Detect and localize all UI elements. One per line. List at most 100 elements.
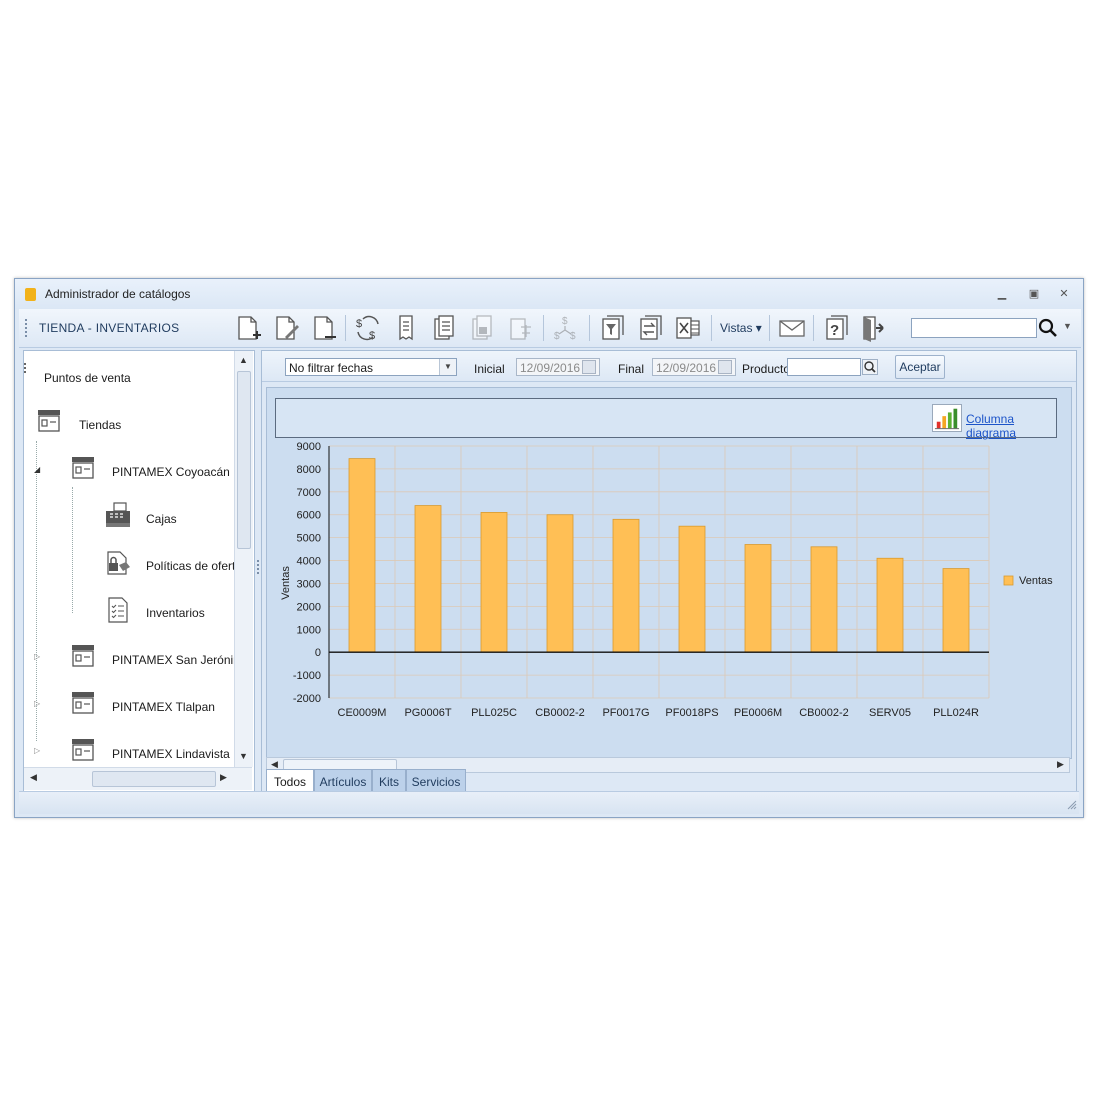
y-axis-label: Ventas	[280, 566, 292, 600]
tree-item-store[interactable]: PINTAMEX Tlalpan	[112, 700, 215, 714]
tree-item-politicas[interactable]: Políticas de oferta	[146, 559, 243, 573]
scroll-right-icon[interactable]: ▶	[1057, 759, 1064, 769]
final-date-input[interactable]: 12/09/2016	[652, 358, 736, 376]
tree-item-cajas[interactable]: Cajas	[146, 512, 177, 526]
remove-doc-icon[interactable]	[309, 313, 339, 343]
y-tick-label: 4000	[297, 556, 321, 568]
svg-text:$: $	[554, 331, 560, 342]
tree-line	[72, 487, 74, 613]
exit-icon[interactable]	[859, 313, 889, 343]
app-icon	[25, 288, 36, 301]
inicial-date-input[interactable]: 12/09/2016	[516, 358, 600, 376]
window-title: Administrador de catálogos	[45, 287, 191, 301]
close-button[interactable]: ✕	[1059, 288, 1069, 300]
toolbar-separator	[711, 315, 712, 341]
search-input[interactable]	[911, 318, 1037, 338]
toolbar-grip[interactable]	[25, 319, 29, 337]
panel-splitter[interactable]	[255, 350, 261, 790]
chevron-down-icon[interactable]: ▼	[439, 359, 456, 375]
x-tick-label: CB0002-2	[799, 707, 849, 719]
scroll-up-icon[interactable]: ▲	[239, 355, 248, 365]
restore-button[interactable]: ▣	[1028, 288, 1040, 300]
y-tick-label: -2000	[293, 693, 321, 705]
chart-area: Columna diagrama 9000 8000 7000 6000 5000 400…	[266, 387, 1072, 759]
scroll-thumb[interactable]	[237, 371, 251, 549]
collapsed-arrow-icon[interactable]: ▷	[34, 652, 41, 661]
filter-icon[interactable]	[597, 313, 627, 343]
toolbar-separator	[543, 315, 544, 341]
toolbar-separator	[813, 315, 814, 341]
lock-copy-icon[interactable]	[467, 313, 497, 343]
tree-item-store[interactable]: PINTAMEX Coyoacán	[112, 465, 230, 479]
calendar-icon[interactable]	[718, 360, 732, 374]
scale-copy-icon[interactable]	[505, 313, 535, 343]
scroll-left-icon[interactable]: ◀	[271, 759, 278, 769]
panel-grip[interactable]	[24, 363, 28, 373]
new-doc-icon[interactable]	[233, 313, 263, 343]
aceptar-button[interactable]: Aceptar	[895, 355, 945, 379]
column-chart-link[interactable]: Columna diagrama	[966, 412, 1017, 440]
tree-line	[36, 441, 38, 741]
excel-icon[interactable]	[673, 313, 703, 343]
product-search-icon[interactable]	[862, 359, 878, 375]
receipt-icon[interactable]	[391, 313, 421, 343]
minimize-button[interactable]: ▁	[997, 288, 1007, 300]
scroll-down-icon[interactable]: ▼	[239, 751, 248, 761]
tree-item-store[interactable]: PINTAMEX Lindavista	[112, 747, 230, 761]
tree-vertical-scrollbar[interactable]: ▲ ▼	[234, 351, 253, 767]
help-icon[interactable]: ?	[821, 313, 851, 343]
x-tick-label: PF0017G	[602, 707, 649, 719]
tree-item-inventarios[interactable]: Inventarios	[146, 606, 205, 620]
producto-label: Producto	[742, 362, 791, 376]
splitter-grip[interactable]	[257, 560, 261, 574]
toolbar-separator	[345, 315, 346, 341]
tree-root-label[interactable]: Puntos de venta	[44, 371, 131, 385]
tab-articulos[interactable]: Artículos	[314, 769, 372, 793]
price-exchange-icon[interactable]: $$	[353, 313, 383, 343]
vistas-menu[interactable]: Vistas ▾	[720, 321, 762, 335]
tab-kits[interactable]: Kits	[372, 769, 406, 793]
tree-horizontal-scrollbar[interactable]: ◀ ▶	[24, 767, 252, 790]
bar	[612, 518, 640, 653]
checklist-icon	[108, 597, 128, 623]
resize-grip-icon[interactable]	[1065, 798, 1077, 810]
toolbar-title: TIENDA - INVENTARIOS	[39, 321, 180, 335]
search-dropdown-icon[interactable]: ▼	[1063, 321, 1072, 331]
expanded-arrow-icon[interactable]: ◢	[34, 465, 41, 474]
tab-servicios[interactable]: Servicios	[406, 769, 466, 793]
store-icon	[72, 692, 94, 714]
clipboard-list-icon[interactable]	[429, 313, 459, 343]
svg-text:$: $	[562, 316, 568, 327]
edit-doc-icon[interactable]	[271, 313, 301, 343]
bar	[876, 557, 904, 653]
bar	[480, 512, 508, 653]
tab-todos[interactable]: Todos	[266, 769, 314, 793]
producto-input[interactable]	[787, 358, 861, 376]
money-flow-icon[interactable]: $$ $	[551, 313, 581, 343]
tree-item-tiendas[interactable]: Tiendas	[79, 418, 122, 432]
scroll-thumb[interactable]	[92, 771, 216, 787]
title-bar: Administrador de catálogos ▁ ▣ ✕	[15, 279, 1083, 309]
scroll-right-icon[interactable]: ▶	[220, 772, 227, 782]
tree-item-store[interactable]: PINTAMEX San Jerónimo	[112, 653, 250, 667]
search-icon[interactable]	[1037, 317, 1059, 339]
svg-text:$: $	[570, 331, 576, 342]
y-tick-label: 5000	[297, 533, 321, 545]
swap-icon[interactable]	[635, 313, 665, 343]
cash-register-icon	[106, 502, 130, 527]
sales-bar-chart: 9000 8000 7000 6000 5000 4000 3000 2000 1000 0 -10…	[280, 441, 1053, 719]
collapsed-arrow-icon[interactable]: ▷	[34, 699, 41, 708]
calendar-icon[interactable]	[582, 360, 596, 374]
chart-axes: 9000 8000 7000 6000 5000 4000 3000 2000 1000 0 -10…	[293, 441, 989, 719]
y-tick-label: 0	[315, 647, 321, 659]
mail-icon[interactable]	[777, 313, 807, 343]
lock-tag-icon	[107, 551, 130, 575]
report-panel: No filtrar fechas ▼ Inicial 12/09/2016 F…	[261, 350, 1077, 793]
scroll-left-icon[interactable]: ◀	[30, 772, 37, 782]
y-tick-label: -1000	[293, 670, 321, 682]
store-icon	[72, 457, 94, 479]
date-filter-select[interactable]: No filtrar fechas	[285, 358, 457, 376]
y-tick-label: 3000	[297, 578, 321, 590]
column-chart-icon[interactable]	[932, 404, 962, 432]
collapsed-arrow-icon[interactable]: ▷	[34, 746, 41, 755]
